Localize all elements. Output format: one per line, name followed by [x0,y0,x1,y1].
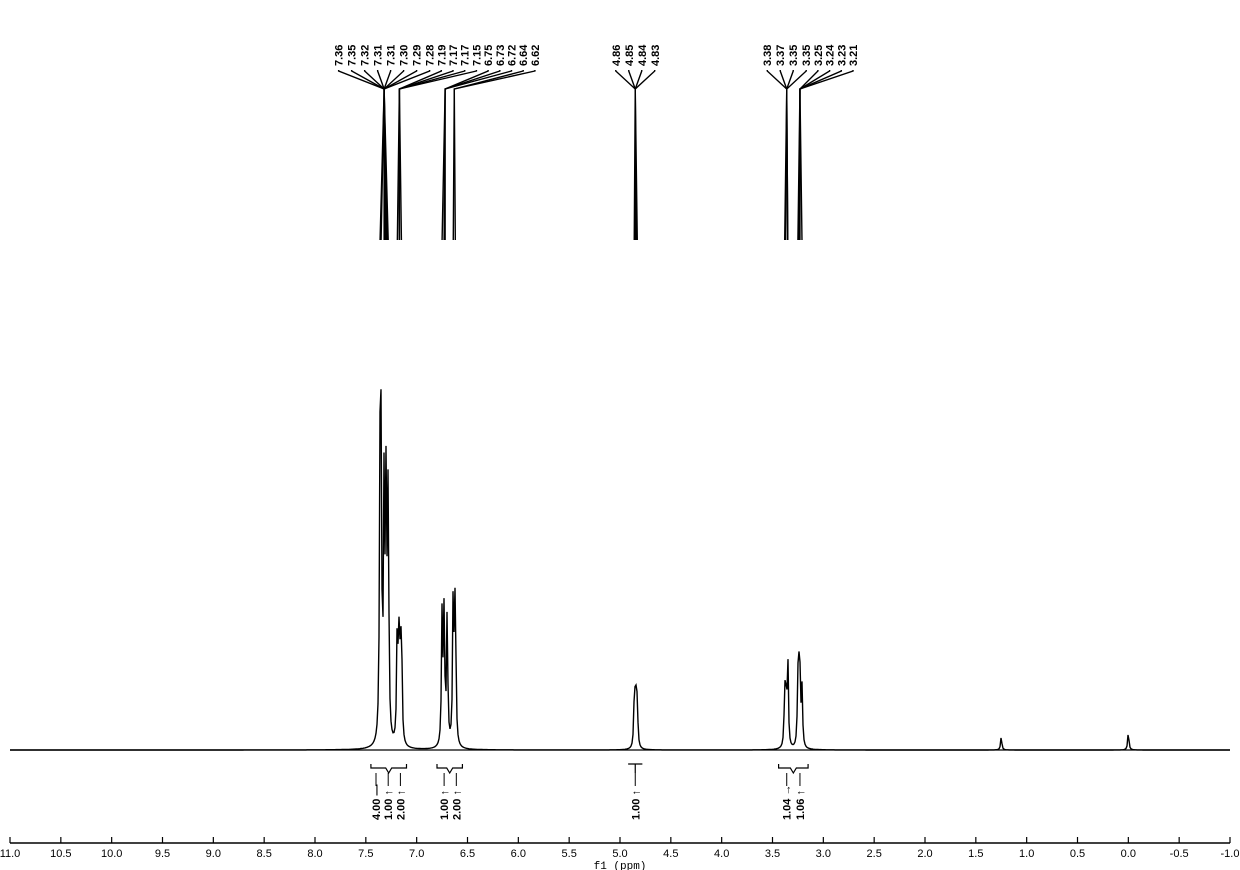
peak-ppm-label: 6.73 [495,45,507,66]
peak-ppm-label: 7.31 [373,45,385,66]
x-tick-label: 1.5 [968,848,983,860]
integral-value-label: 1.04 → [782,785,794,820]
peak-ppm-label: 7.32 [360,45,372,66]
integral-value-label: 1.06 ↑ [795,790,807,820]
peak-ppm-label: 7.36 [334,45,346,66]
peak-ppm-label: 4.85 [624,45,636,66]
x-tick-label: 9.0 [206,848,221,860]
nmr-spectrum-figure: 11.0 10.5 10.0 9.5 9.0 8.5 8.0 7.5 7.0 6.5 6.0 5.5 5… [0,0,1240,870]
peak-ppm-label: 4.86 [611,45,623,66]
x-tick-label: 8.0 [307,848,322,860]
peak-ppm-label: 6.75 [483,45,495,66]
x-tick-label: 11.0 [0,848,20,860]
peak-ppm-label: 3.35 [801,45,813,66]
peak-ppm-label: 6.64 [518,44,530,66]
x-tick-label: 0.5 [1070,848,1085,860]
peak-ppm-label: 7.17 [448,45,460,66]
integral-value-label: 1.00 ↑ [630,790,642,820]
peak-ppm-label: 3.37 [775,45,787,66]
integral-brackets [371,764,808,773]
x-tick-label: 6.5 [460,848,475,860]
x-tick-label: 9.5 [155,848,170,860]
x-tick-label: 2.5 [867,848,882,860]
spectrum-trace [10,389,1230,750]
x-tick-label: 5.5 [562,848,577,860]
peak-ppm-label: 7.35 [347,45,359,66]
peak-label-connectors [339,70,853,240]
peak-ppm-label: 3.25 [813,45,825,66]
peak-labels: 7.367.357.327.317.317.307.297.287.197.17… [334,44,860,66]
peak-ppm-label: 7.31 [386,45,398,66]
peak-ppm-label: 3.24 [825,44,837,66]
x-tick-label: -0.5 [1170,848,1189,860]
x-tick-label: 0.0 [1121,848,1136,860]
x-tick-label: -1.0 [1221,848,1240,860]
peak-ppm-label: 3.38 [762,45,774,66]
integral-value-label: 1.00 ↑ [439,790,451,820]
x-tick-label: 10.5 [50,848,71,860]
peak-ppm-label: 6.72 [507,45,519,66]
integral-value-label: 4.00 — [371,785,383,820]
integral-value-label: 2.00 ↑ [451,790,463,820]
x-tick-label: 2.0 [917,848,932,860]
peak-ppm-label: 7.15 [471,45,483,66]
x-tick-label: 5.0 [612,848,627,860]
peak-ppm-label: 3.35 [788,45,800,66]
x-tick-label: 4.0 [714,848,729,860]
peak-ppm-label: 4.84 [637,44,649,66]
peak-ppm-label: 7.19 [436,45,448,66]
x-axis-label: f1 (ppm) [594,861,647,870]
x-tick-label: 3.5 [765,848,780,860]
nmr-spectrum-svg: 11.0 10.5 10.0 9.5 9.0 8.5 8.0 7.5 7.0 6.5 6.0 5.5 5… [0,0,1240,870]
peak-ppm-label: 7.28 [425,45,437,66]
peak-ppm-label: 7.17 [460,45,472,66]
peak-ppm-label: 3.23 [836,45,848,66]
x-tick-label: 7.0 [409,848,424,860]
x-tick-label: 3.0 [816,848,831,860]
x-tick-label: 6.0 [511,848,526,860]
integral-labels: 4.00 —1.00 ↑2.00 ↑1.00 ↑2.00 ↑1.00 ↑1.04… [371,773,807,820]
peak-ppm-label: 6.62 [530,45,542,66]
x-tick-label: 4.5 [663,848,678,860]
x-tick-label: 1.0 [1019,848,1034,860]
peak-ppm-label: 3.21 [848,45,860,66]
x-tick-label: 10.0 [101,848,122,860]
integral-value-label: 2.00 ↑ [395,790,407,820]
peak-ppm-label: 4.83 [650,45,662,66]
x-tick-label: 8.5 [257,848,272,860]
peak-ppm-label: 7.29 [412,45,424,66]
x-tick-label: 7.5 [358,848,373,860]
integral-value-label: 1.00 ↑ [383,790,395,820]
peak-ppm-label: 7.30 [399,45,411,66]
